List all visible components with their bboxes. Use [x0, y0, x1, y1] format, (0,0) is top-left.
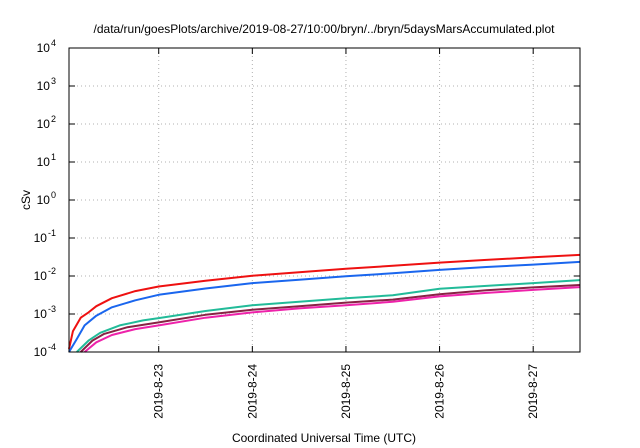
x-axis: 2019-8-23 2019-8-24 2019-8-25 2019-8-26 2019… [152, 48, 540, 419]
y-tick-label: 10-4 [34, 342, 56, 359]
y-axis-label: cSv [19, 190, 33, 210]
y-tick-label: 102 [37, 114, 56, 131]
x-axis-label: Coordinated Universal Time (UTC) [232, 431, 416, 445]
series-line-2 [68, 260, 581, 353]
series-line-3 [76, 279, 581, 353]
chart-title: /data/run/goesPlots/archive/2019-08-27/1… [94, 22, 556, 36]
grid [69, 48, 580, 352]
x-tick-label: 2019-8-24 [245, 364, 259, 419]
series-line-5 [83, 286, 581, 353]
y-tick-label: 103 [37, 76, 56, 93]
x-tick-label: 2019-8-23 [152, 364, 166, 419]
y-tick-label: 10-3 [34, 304, 56, 321]
x-tick-label: 2019-8-27 [526, 364, 540, 419]
y-tick-label: 104 [37, 38, 56, 55]
x-tick-label: 2019-8-25 [339, 364, 353, 419]
y-tick-label: 10-1 [34, 228, 56, 245]
y-tick-label: 100 [37, 190, 56, 207]
x-tick-label: 2019-8-26 [433, 364, 447, 419]
series-lines [68, 253, 581, 353]
y-tick-label: 101 [37, 152, 56, 169]
series-line-1 [68, 253, 581, 350]
y-tick-label: 10-2 [34, 266, 56, 283]
y-axis: 10-4 10-3 10-2 10-1 100 101 102 103 104 [34, 38, 580, 359]
series-line-4 [80, 284, 581, 353]
